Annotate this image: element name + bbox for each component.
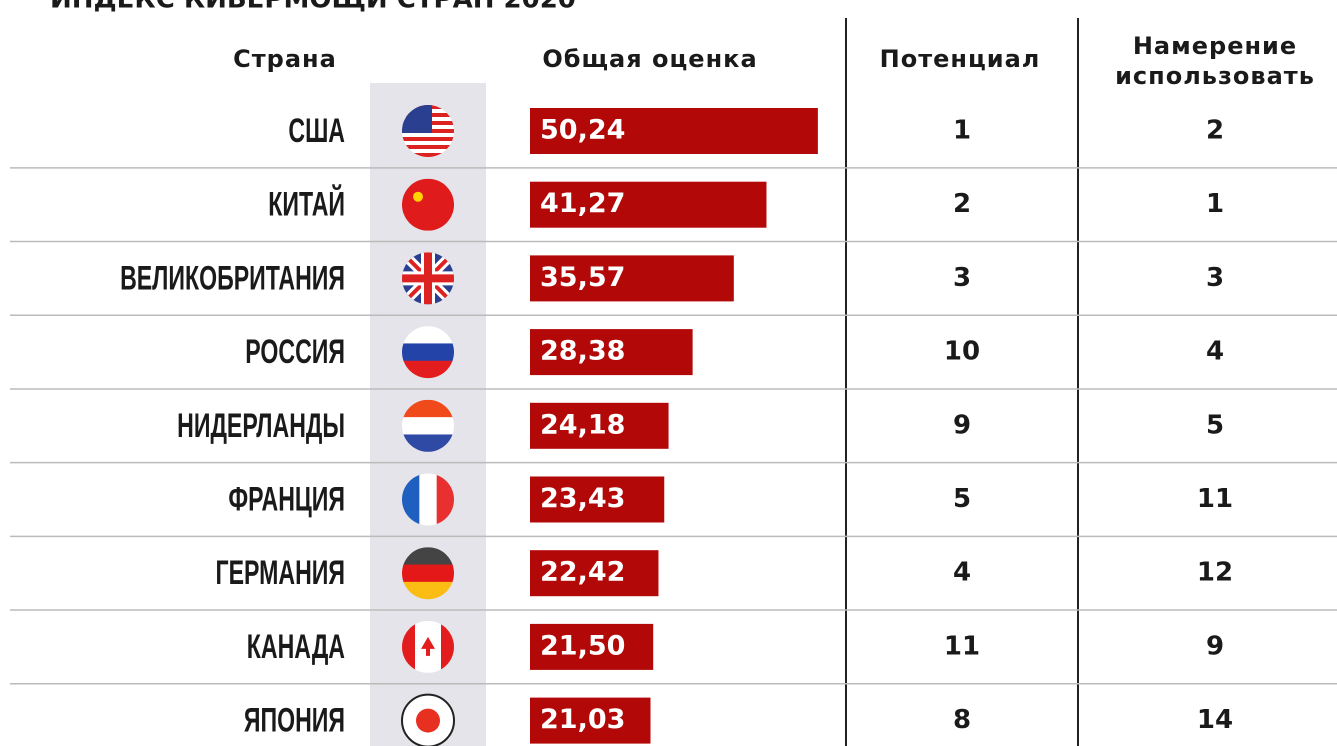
band	[402, 547, 454, 566]
flag	[402, 473, 454, 526]
potential: 3	[953, 263, 971, 293]
column-header: Намерение использовать	[1115, 32, 1315, 90]
intent: 3	[1206, 263, 1224, 293]
band	[402, 360, 454, 379]
star	[413, 191, 423, 202]
country: КАНАДА	[247, 629, 345, 666]
country: РОССИЯ	[245, 334, 345, 371]
leaf	[421, 636, 435, 656]
band	[402, 417, 454, 436]
flag	[402, 694, 454, 746]
cross	[402, 252, 454, 305]
band	[402, 581, 454, 600]
band	[402, 564, 454, 583]
column-header: Потенциал	[880, 45, 1041, 73]
score-label: 23,43	[540, 483, 625, 514]
country: США	[288, 113, 345, 150]
score-bar	[530, 476, 665, 523]
band	[402, 473, 421, 526]
potential: 9	[953, 410, 971, 440]
band	[402, 399, 454, 419]
stripe	[402, 133, 454, 137]
country: КИТАЙ	[268, 184, 345, 224]
intent: 2	[1206, 116, 1224, 146]
score-bar	[530, 402, 669, 449]
score-bar	[530, 255, 734, 302]
score-bar	[530, 181, 767, 228]
intent: 11	[1197, 484, 1233, 514]
country: ВЕЛИКОБРИТАНИЯ	[120, 260, 345, 297]
stripe	[402, 137, 454, 141]
potential: 11	[944, 631, 980, 661]
band	[402, 620, 416, 673]
column-header: Страна	[233, 45, 337, 73]
score-label: 50,24	[540, 115, 625, 146]
flag	[402, 252, 454, 305]
intent: 14	[1197, 705, 1233, 735]
band	[402, 326, 454, 345]
band	[402, 343, 454, 362]
bg	[402, 178, 454, 231]
flag	[402, 399, 454, 452]
score-label: 41,27	[540, 188, 625, 219]
potential: 5	[953, 484, 971, 514]
stripe	[402, 153, 454, 157]
band	[436, 473, 454, 526]
flag	[402, 326, 454, 379]
band	[419, 473, 438, 526]
score-bar	[530, 108, 818, 154]
potential: 4	[953, 558, 971, 588]
country: ГЕРМАНИЯ	[216, 555, 345, 592]
score-label: 21,50	[540, 630, 625, 661]
sun	[416, 708, 440, 733]
band	[402, 434, 454, 452]
potential: 1	[953, 116, 971, 146]
score-label: 24,18	[540, 409, 625, 440]
potential: 2	[953, 189, 971, 219]
potential: 8	[953, 705, 971, 735]
stripe	[402, 149, 454, 153]
country: ФРАНЦИЯ	[228, 481, 345, 518]
score-label: 21,03	[540, 704, 625, 735]
intent: 4	[1206, 337, 1224, 367]
score-bar	[530, 697, 651, 744]
intent: 5	[1206, 410, 1224, 440]
flag	[402, 178, 454, 231]
flag-ring	[401, 693, 455, 746]
score-label: 28,38	[540, 336, 625, 367]
flag	[402, 105, 454, 157]
intent: 9	[1206, 631, 1224, 661]
score-bar	[530, 550, 659, 597]
country: НИДЕРЛАНДЫ	[177, 408, 345, 445]
score-bar	[530, 623, 654, 670]
score-label: 22,42	[540, 557, 625, 588]
title: ИНДЕКС КИБЕРМОЩИ СТРАН 2020	[50, 0, 576, 15]
flag	[402, 547, 454, 600]
intent: 1	[1206, 189, 1224, 219]
stripe	[402, 145, 454, 149]
stripe	[402, 141, 454, 145]
country: ЯПОНИЯ	[244, 702, 345, 739]
potential: 10	[944, 337, 980, 367]
column-header: Общая оценка	[542, 45, 757, 73]
score-label: 35,57	[540, 262, 625, 293]
score-bar	[530, 329, 693, 376]
intent: 12	[1197, 558, 1233, 588]
